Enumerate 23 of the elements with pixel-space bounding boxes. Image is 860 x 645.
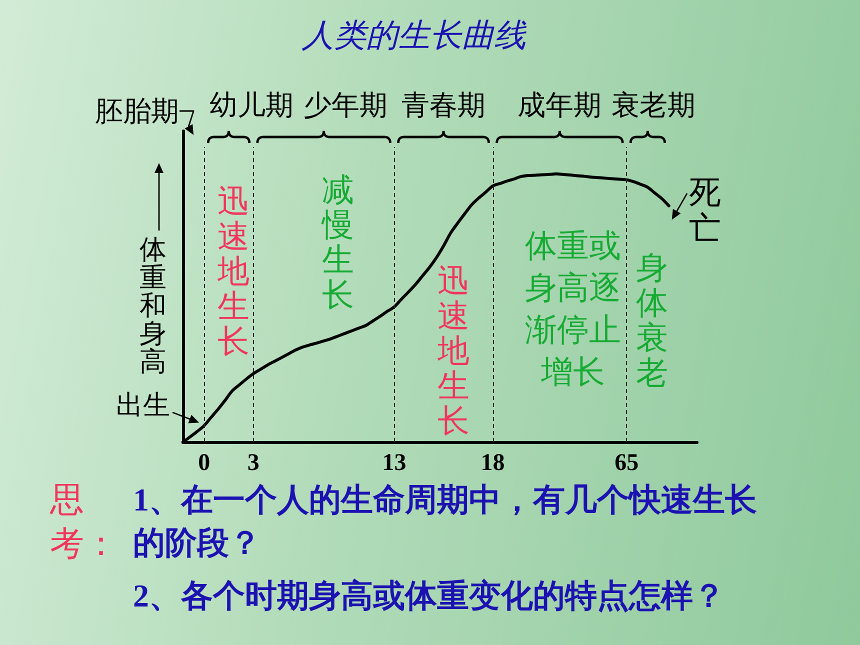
chart-title: 人类的生长曲线 [301,16,527,54]
text: 少年期 [304,88,388,122]
text: 1、在一个人的生命周期中，有几个快速生长的阶段？ [133,482,757,560]
annotation: 出生 [116,390,170,422]
text: 思考： [49,480,118,564]
annotation: 死亡 [688,172,721,247]
annotation: 减慢生长 [320,170,354,314]
text: 胚胎期 [95,94,179,128]
text: 青春期 [402,88,486,122]
x-tick-label: 0 [198,450,210,476]
y-axis-title: 体重和身高 [140,234,166,378]
annotation: 迅速地生长 [436,262,470,440]
annotation: 身体衰老 [636,248,668,392]
text: 成年期 [518,88,602,122]
x-tick-label: 65 [614,450,639,476]
x-tick-label: 13 [382,450,406,476]
text: 衰老期 [612,88,696,122]
annotation: 迅速地生长 [216,182,250,360]
text: 幼儿期 [210,88,294,122]
x-tick-label: 3 [247,450,260,476]
annotation: 体重或身高逐渐停止增长 [525,226,622,390]
text: 2、各个时期身高或体重变化的特点怎样？ [133,578,725,614]
x-tick-label: 18 [480,450,505,476]
